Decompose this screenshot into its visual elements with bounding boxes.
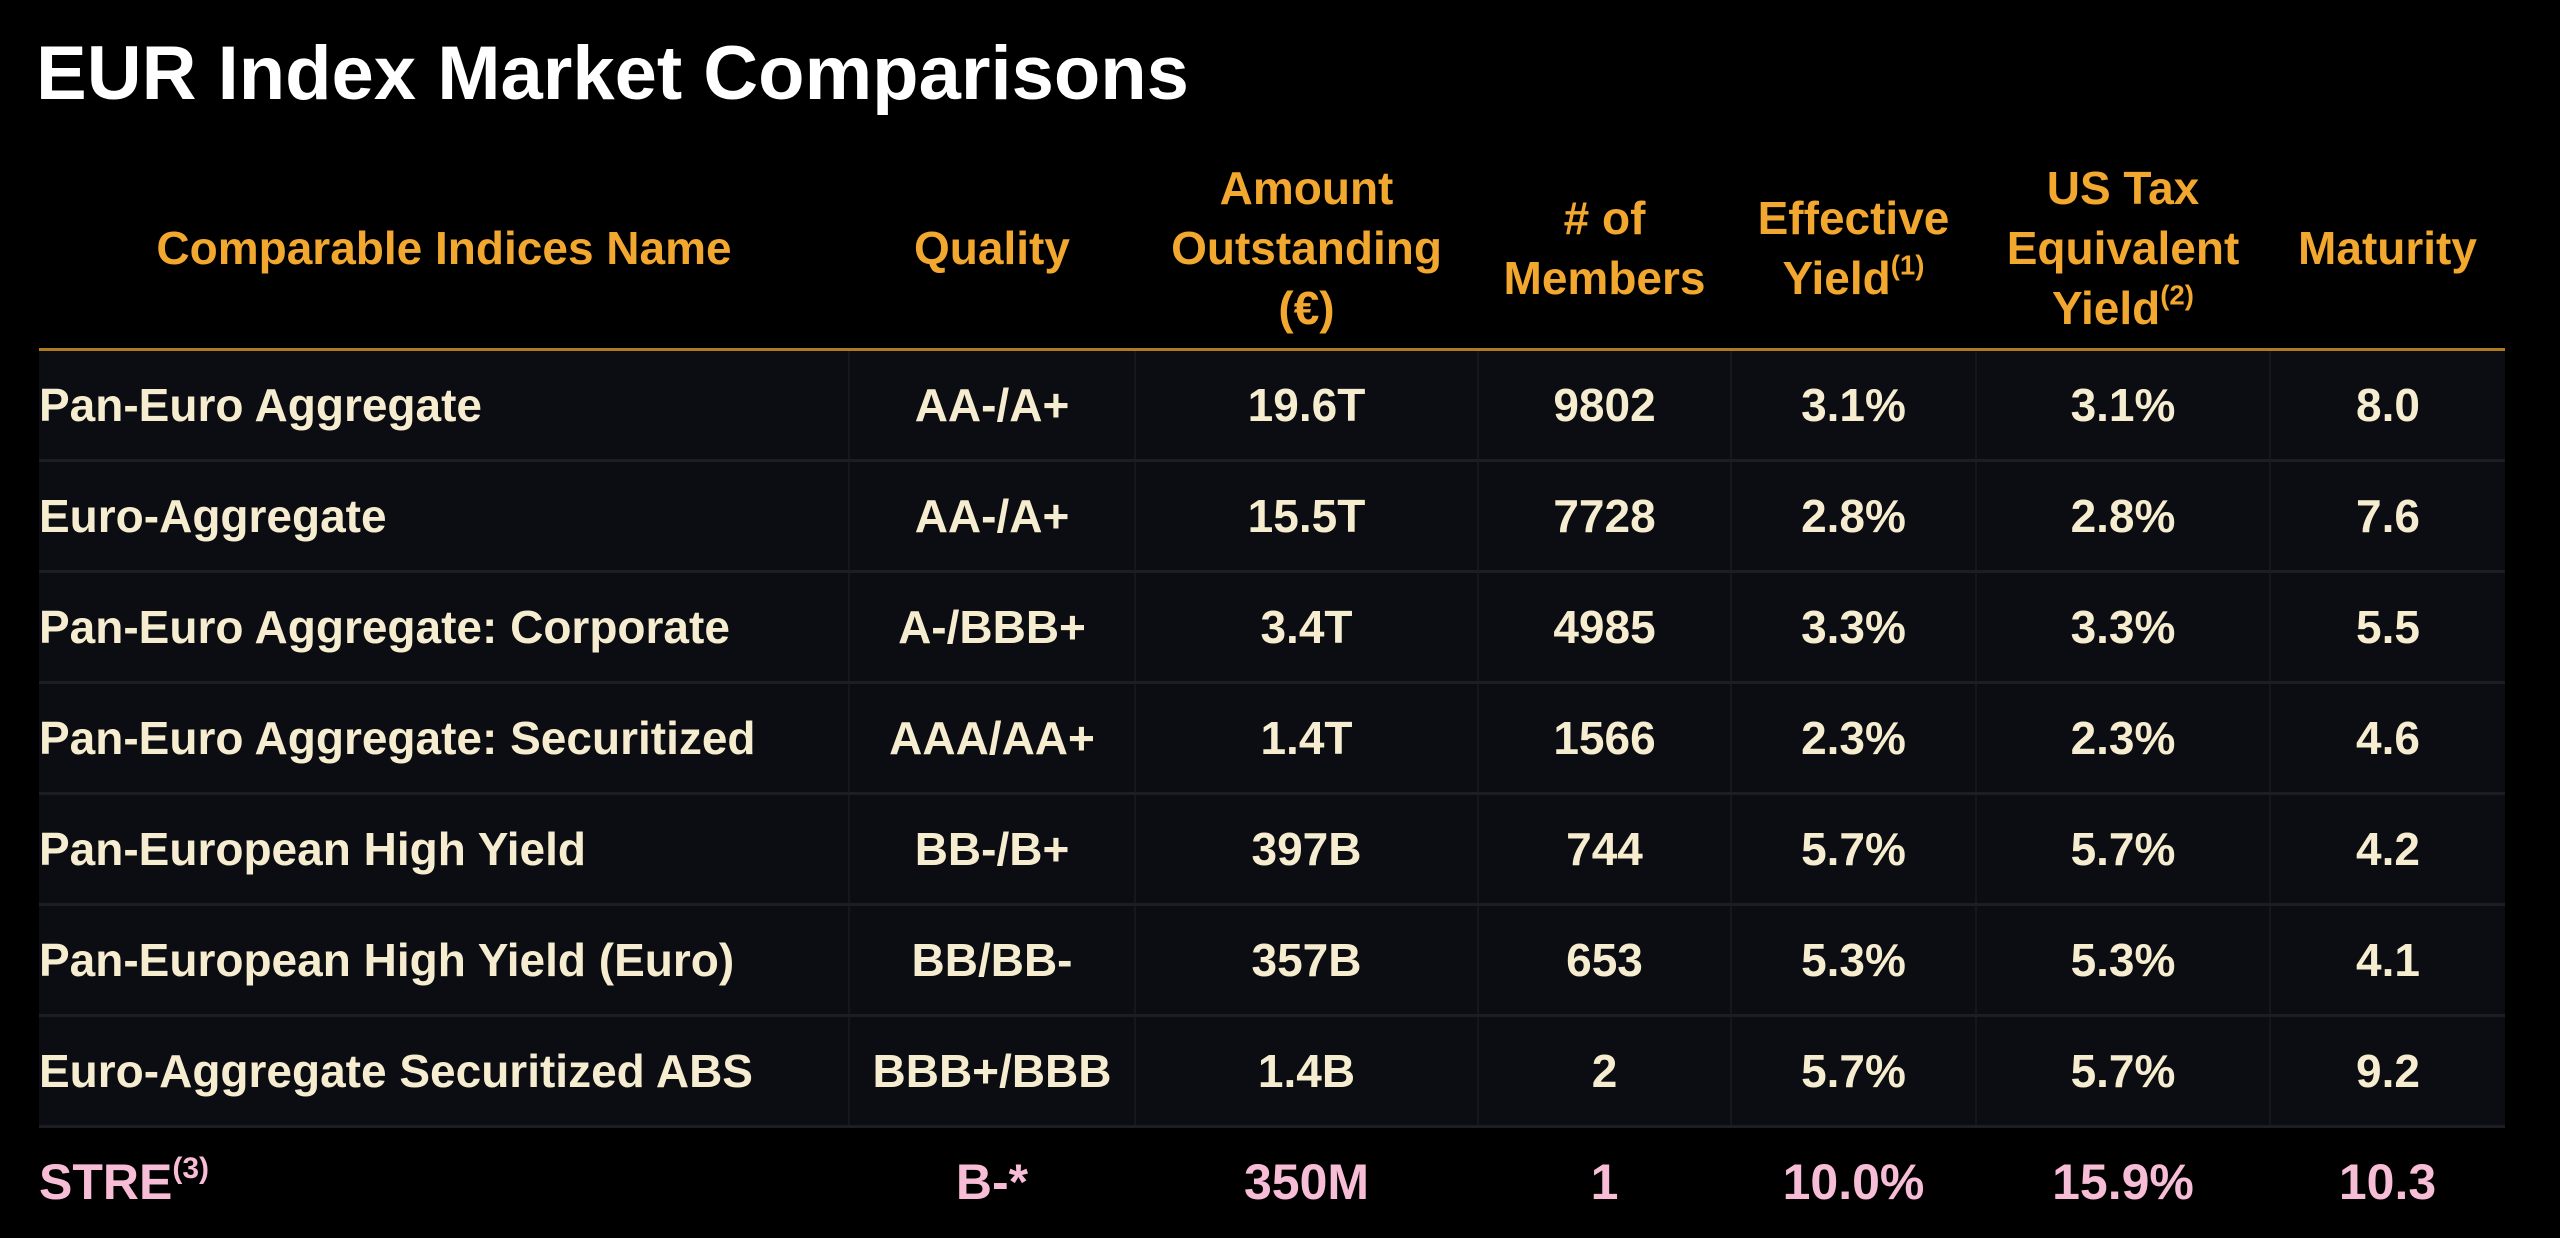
table-cell: 9802 bbox=[1477, 349, 1731, 462]
comparison-table: Comparable Indices Name Quality Amount Out… bbox=[39, 148, 2505, 1236]
index-name: Euro-Aggregate Securitized ABS bbox=[39, 1045, 753, 1097]
table-row: Euro-Aggregate AA-/A+ 15.5T 7728 2.8% 2.8% 7.6 bbox=[39, 460, 2505, 573]
table-cell: BBB+/BBB bbox=[848, 1015, 1135, 1128]
footnote-mark: (1) bbox=[1890, 249, 1925, 281]
column-header: Quality bbox=[849, 148, 1135, 351]
table-cell: 9.2 bbox=[2269, 1015, 2505, 1128]
table-cell: 15.5T bbox=[1134, 460, 1478, 573]
index-name-cell: Euro-Aggregate Securitized ABS bbox=[39, 1015, 849, 1128]
table-cell: 5.7% bbox=[1730, 1015, 1976, 1128]
column-label: Maturity bbox=[2298, 222, 2477, 274]
column-header: Amount Outstanding (€) bbox=[1135, 148, 1478, 351]
index-name: Pan-Euro Aggregate bbox=[39, 379, 483, 431]
table-cell: 4985 bbox=[1477, 571, 1731, 684]
index-name: STRE bbox=[39, 1154, 173, 1210]
table-cell: 1 bbox=[1478, 1126, 1731, 1236]
table-cell: A-/BBB+ bbox=[848, 571, 1135, 684]
column-label: Quality bbox=[914, 222, 1070, 274]
table-header: Comparable Indices Name Quality Amount Out… bbox=[39, 148, 2505, 351]
column-label: US Tax Equivalent Yield bbox=[2006, 162, 2240, 334]
table-cell: 1.4B bbox=[1134, 1015, 1478, 1128]
table-cell: 15.9% bbox=[1976, 1126, 2270, 1236]
table-cell: 1566 bbox=[1477, 682, 1731, 795]
table-cell: 5.3% bbox=[1730, 904, 1976, 1017]
column-header: Effective Yield(1) bbox=[1731, 148, 1976, 351]
table-cell: 2.3% bbox=[1730, 682, 1976, 795]
table-cell: 744 bbox=[1477, 793, 1731, 906]
index-name-cell: Pan-Euro Aggregate: Corporate bbox=[39, 571, 849, 684]
table-cell: AA-/A+ bbox=[848, 460, 1135, 573]
table-row: Pan-European High Yield (Euro) BB/BB- 357B… bbox=[39, 904, 2505, 1017]
table-cell: BB-/B+ bbox=[848, 793, 1135, 906]
table-cell: 5.7% bbox=[1730, 793, 1976, 906]
table-cell: 2.8% bbox=[1730, 460, 1976, 573]
index-name: Pan-Euro Aggregate: Securitized bbox=[39, 712, 756, 764]
table-cell: 3.4T bbox=[1134, 571, 1478, 684]
table-cell: 350M bbox=[1135, 1126, 1478, 1236]
table-cell: 3.1% bbox=[1730, 349, 1976, 462]
table-cell: 397B bbox=[1134, 793, 1478, 906]
table-cell: 4.1 bbox=[2269, 904, 2505, 1017]
table-cell: AAA/AA+ bbox=[848, 682, 1135, 795]
column-header: # of Members bbox=[1478, 148, 1731, 351]
table-cell: 1.4T bbox=[1134, 682, 1478, 795]
column-header: Maturity bbox=[2270, 148, 2505, 351]
index-name-cell: STRE(3) bbox=[39, 1126, 849, 1236]
table-cell: AA-/A+ bbox=[848, 349, 1135, 462]
table-cell: 5.7% bbox=[1975, 793, 2270, 906]
table-cell: 8.0 bbox=[2269, 349, 2505, 462]
header-row: Comparable Indices Name Quality Amount Out… bbox=[39, 148, 2505, 351]
table-cell: 4.2 bbox=[2269, 793, 2505, 906]
footnote-mark: (2) bbox=[2160, 279, 2194, 311]
table-row: STRE(3) B-* 350M 1 10.0% 15.9% 10.3 bbox=[39, 1126, 2505, 1236]
index-name-cell: Pan-European High Yield (Euro) bbox=[39, 904, 849, 1017]
index-name: Pan-Euro Aggregate: Corporate bbox=[39, 601, 730, 653]
table-cell: 4.6 bbox=[2269, 682, 2505, 795]
table-cell: 7.6 bbox=[2269, 460, 2505, 573]
table-row: Pan-Euro Aggregate AA-/A+ 19.6T 9802 3.1% 3.1… bbox=[39, 349, 2505, 462]
table-cell: 5.7% bbox=[1975, 1015, 2270, 1128]
table-cell: 5.5 bbox=[2269, 571, 2505, 684]
table-cell: 7728 bbox=[1477, 460, 1731, 573]
index-name-cell: Euro-Aggregate bbox=[39, 460, 849, 573]
index-name-cell: Pan-Euro Aggregate bbox=[39, 349, 849, 462]
table-row: Euro-Aggregate Securitized ABS BBB+/BBB 1.… bbox=[39, 1015, 2505, 1128]
table-row: Pan-Euro Aggregate: Securitized AAA/AA+ 1.… bbox=[39, 682, 2505, 795]
table-cell: B-* bbox=[849, 1126, 1135, 1236]
table-cell: 2.8% bbox=[1975, 460, 2270, 573]
column-label: Amount Outstanding (€) bbox=[1171, 162, 1442, 334]
table-cell: 10.0% bbox=[1731, 1126, 1976, 1236]
table-cell: 5.3% bbox=[1975, 904, 2270, 1017]
index-name-cell: Pan-Euro Aggregate: Securitized bbox=[39, 682, 849, 795]
table-cell: 10.3 bbox=[2270, 1126, 2505, 1236]
table-cell: 3.1% bbox=[1975, 349, 2270, 462]
table-cell: 357B bbox=[1134, 904, 1478, 1017]
index-name: Pan-European High Yield bbox=[39, 823, 586, 875]
table-cell: 3.3% bbox=[1975, 571, 2270, 684]
index-name: Euro-Aggregate bbox=[39, 490, 387, 542]
column-label: Effective Yield bbox=[1757, 192, 1950, 304]
column-header: US Tax Equivalent Yield(2) bbox=[1976, 148, 2270, 351]
table-cell: 3.3% bbox=[1730, 571, 1976, 684]
table-row: Pan-European High Yield BB-/B+ 397B 744 5.7%… bbox=[39, 793, 2505, 906]
column-label: Comparable Indices Name bbox=[156, 222, 732, 274]
footnote-mark: (3) bbox=[172, 1152, 210, 1185]
table-row: Pan-Euro Aggregate: Corporate A-/BBB+ 3.4T… bbox=[39, 571, 2505, 684]
table-cell: 2.3% bbox=[1975, 682, 2270, 795]
table-cell: 653 bbox=[1477, 904, 1731, 1017]
index-name: Pan-European High Yield (Euro) bbox=[39, 934, 735, 986]
table-cell: 19.6T bbox=[1134, 349, 1478, 462]
index-name-cell: Pan-European High Yield bbox=[39, 793, 849, 906]
table-body: Pan-Euro Aggregate AA-/A+ 19.6T 9802 3.1% 3.1… bbox=[39, 349, 2505, 1236]
table-cell: 2 bbox=[1477, 1015, 1731, 1128]
title: EUR Index Market Comparisons bbox=[36, 31, 1189, 116]
column-header: Comparable Indices Name bbox=[39, 148, 849, 351]
column-label: # of Members bbox=[1503, 192, 1706, 304]
table-cell: BB/BB- bbox=[848, 904, 1135, 1017]
